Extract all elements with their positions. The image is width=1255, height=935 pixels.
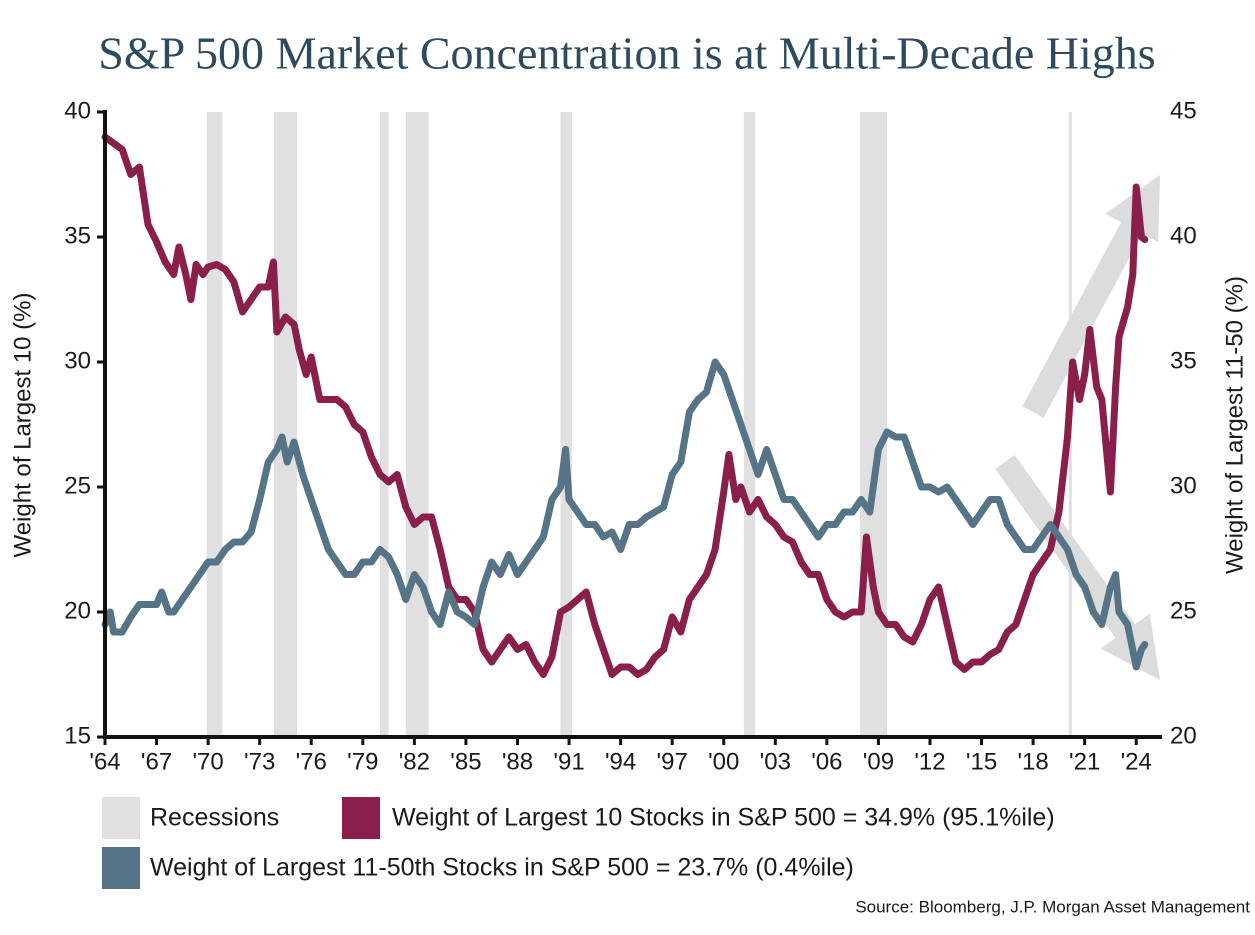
series-line (101, 133, 1149, 678)
recession-band (405, 112, 429, 737)
x-tick-label: '00 (708, 748, 739, 775)
y2-tick-label: 35 (1170, 347, 1197, 374)
x-tick-label: '09 (863, 748, 894, 775)
x-tick-label: '21 (1069, 748, 1100, 775)
legend: Recessions Weight of Largest 10 Stocks in… (102, 797, 1055, 889)
x-tick-label: '88 (502, 748, 533, 775)
x-tick-label: '97 (657, 748, 688, 775)
series-lines (101, 133, 1149, 678)
y-tick-label: 15 (64, 722, 91, 749)
chart-title: S&P 500 Market Concentration is at Multi… (98, 28, 1155, 79)
legend-swatch (102, 797, 140, 839)
y2-tick-label: 25 (1170, 597, 1197, 624)
ticks (97, 110, 1138, 745)
up-arrow (1022, 175, 1160, 418)
y-axis-label: Weight of Largest 10 (%) (9, 292, 36, 557)
x-tick-label: '15 (966, 748, 997, 775)
x-tick-label: '12 (914, 748, 945, 775)
recession-band (273, 112, 297, 737)
recession-bands (206, 112, 1072, 737)
legend-label: Weight of Largest 11-50th Stocks in S&P … (150, 854, 854, 882)
x-tick-label: '24 (1121, 748, 1152, 775)
x-tick-label: '94 (605, 748, 636, 775)
x-tick-label: '91 (553, 748, 584, 775)
x-tick-label: '73 (244, 748, 275, 775)
x-tick-label: '03 (760, 748, 791, 775)
series-line (101, 358, 1149, 671)
x-tick-label: '06 (811, 748, 842, 775)
y2-tick-label: 45 (1170, 97, 1197, 124)
x-tick-label: '76 (296, 748, 327, 775)
y2-axis-label: Weight of Largest 11-50 (%) (1221, 276, 1248, 574)
x-tick-label: '67 (141, 748, 172, 775)
y2-tick-label: 20 (1170, 722, 1197, 749)
y2-tick-label: 30 (1170, 472, 1197, 499)
trend-arrows (995, 175, 1160, 680)
x-tick-label: '82 (399, 748, 430, 775)
x-tick-label: '64 (89, 748, 120, 775)
y-tick-label: 20 (64, 597, 91, 624)
y-tick-label: 40 (64, 97, 91, 124)
recession-band (859, 112, 888, 737)
recession-band (379, 112, 389, 737)
y-tick-label: 25 (64, 472, 91, 499)
recession-band (743, 112, 756, 737)
source-note: Source: Bloomberg, J.P. Morgan Asset Man… (855, 897, 1250, 916)
legend-label: Weight of Largest 10 Stocks in S&P 500 =… (392, 804, 1055, 832)
x-tick-label: '70 (192, 748, 223, 775)
legend-swatch (102, 847, 140, 889)
legend-swatch (342, 797, 380, 839)
legend-label: Recessions (150, 804, 279, 832)
down-arrow (995, 455, 1160, 680)
recession-band (206, 112, 223, 737)
x-tick-label: '79 (347, 748, 378, 775)
y2-tick-label: 40 (1170, 222, 1197, 249)
y-tick-label: 30 (64, 347, 91, 374)
x-tick-label: '18 (1017, 748, 1048, 775)
x-tick-label: '85 (450, 748, 481, 775)
y-tick-label: 35 (64, 222, 91, 249)
recession-band (560, 112, 572, 737)
